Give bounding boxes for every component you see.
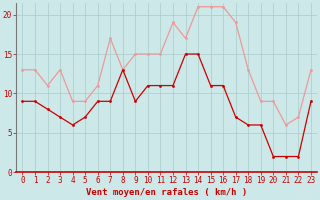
- X-axis label: Vent moyen/en rafales ( km/h ): Vent moyen/en rafales ( km/h ): [86, 188, 247, 197]
